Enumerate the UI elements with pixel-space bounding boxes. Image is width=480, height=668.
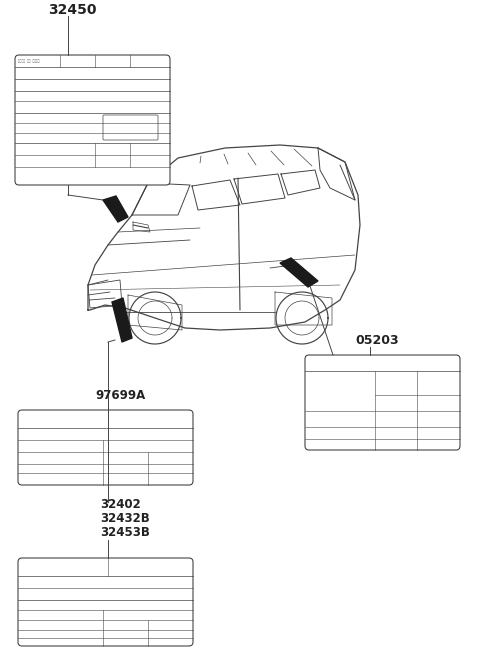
Text: 32450: 32450 (48, 3, 96, 17)
FancyBboxPatch shape (305, 355, 460, 450)
FancyBboxPatch shape (103, 115, 158, 140)
Polygon shape (103, 196, 128, 222)
Polygon shape (280, 258, 318, 287)
Text: 32402: 32402 (100, 498, 141, 512)
Polygon shape (112, 298, 132, 342)
FancyBboxPatch shape (18, 410, 193, 485)
Text: 32432B: 32432B (100, 512, 150, 526)
FancyBboxPatch shape (18, 558, 193, 646)
FancyBboxPatch shape (15, 55, 170, 185)
Text: 32453B: 32453B (100, 526, 150, 540)
Text: 97699A: 97699A (95, 389, 145, 401)
Text: 형식기호  인증  인증번호: 형식기호 인증 인증번호 (18, 59, 39, 63)
Text: 05203: 05203 (355, 333, 398, 347)
